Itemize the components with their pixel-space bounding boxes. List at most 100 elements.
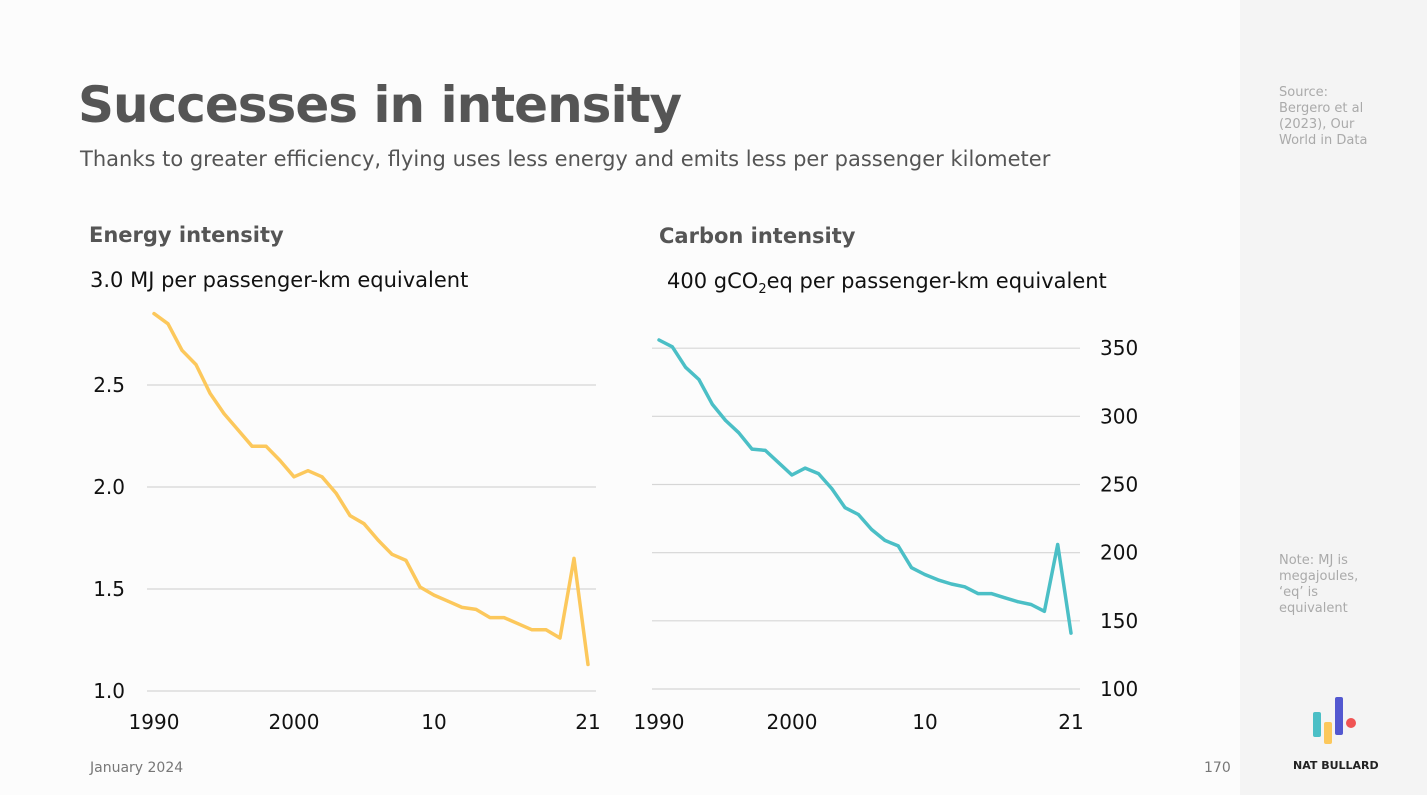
carbon-data-point [936,578,940,582]
energy-ytick-label: 1.5 [93,577,125,601]
carbon-data-point [830,487,834,491]
energy-data-point [488,616,492,620]
energy-data-point [180,348,184,352]
energy-xtick-label: 10 [421,710,446,734]
energy-ytick-label: 1.0 [93,679,125,703]
energy-unit-max: 3.0 [90,268,124,292]
carbon-data-point [763,448,767,452]
energy-data-point [460,605,464,609]
page-title: Successes in intensity [78,76,682,134]
carbon-data-point [1069,631,1073,635]
carbon-data-point [1056,542,1060,546]
carbon-data-point [670,345,674,349]
carbon-data-point [989,592,993,596]
energy-xtick-label: 21 [575,710,600,734]
carbon-unit-sub: 2 [758,282,767,298]
page-subtitle: Thanks to greater efficiency, flying use… [80,147,1051,171]
carbon-ytick-label: 250 [1100,473,1138,497]
footnote: Note: MJ is megajoules, ‘eq’ is equivale… [1279,553,1359,616]
carbon-data-point [896,544,900,548]
carbon-data-point [1003,596,1007,600]
carbon-data-point [883,538,887,542]
carbon-data-point [816,472,820,476]
energy-data-point [278,458,282,462]
energy-data-point [446,599,450,603]
carbon-xtick-label: 2000 [767,710,818,734]
carbon-ytick-label: 150 [1100,609,1138,633]
charts-canvas: 1.0 1.5 2.0 2.5 1990 2000 10 21 100 150 200 250 300 3… [93,311,1138,734]
energy-unit-text: MJ per passenger-km equivalent [130,268,469,292]
carbon-data-point [790,473,794,477]
source-note: Source: Bergero et al (2023), Our World … [1279,85,1368,148]
energy-data-point [404,558,408,562]
carbon-data-point [856,512,860,516]
sidebar-panel [1240,0,1427,795]
energy-data-point [152,312,156,316]
energy-data-point [586,662,590,666]
energy-data-point [166,322,170,326]
energy-data-point [390,552,394,556]
carbon-data-point [1042,609,1046,613]
energy-data-point [362,522,366,526]
energy-data-point [348,514,352,518]
carbon-data-point [949,582,953,586]
energy-data-point [544,628,548,632]
energy-data-point [222,412,226,416]
energy-data-point [418,585,422,589]
carbon-unit-label: 400 gCO2eq per passenger-km equivalent [667,269,1107,297]
energy-data-point [572,556,576,560]
carbon-data-point [723,418,727,422]
carbon-data-point [870,527,874,531]
carbon-xtick-label: 21 [1058,710,1083,734]
carbon-data-point [910,566,914,570]
energy-chart-title: Energy intensity [89,223,284,247]
energy-data-point [334,491,338,495]
carbon-ytick-label: 200 [1100,541,1138,565]
carbon-xtick-label: 1990 [634,710,685,734]
carbon-data-point [777,461,781,465]
energy-data-point [236,428,240,432]
energy-xtick-label: 2000 [269,710,320,734]
page-number: 170 [1204,760,1231,776]
energy-xtick-label: 1990 [129,710,180,734]
energy-ytick-label: 2.5 [93,373,125,397]
carbon-series-line [657,338,1073,635]
carbon-data-point [684,365,688,369]
carbon-unit-max: 400 [667,269,708,293]
energy-data-point [558,636,562,640]
energy-data-point [432,593,436,597]
energy-data-point [292,475,296,479]
energy-data-point [306,469,310,473]
carbon-ytick-label: 350 [1100,336,1138,360]
carbon-data-point [843,506,847,510]
carbon-unit-rest: eq per passenger-km equivalent [766,269,1107,293]
carbon-xtick-label: 10 [912,710,937,734]
energy-data-point [530,628,534,632]
carbon-ytick-label: 300 [1100,404,1138,428]
brand-logo-icon [1313,697,1356,744]
energy-data-point [376,538,380,542]
energy-data-point [208,391,212,395]
carbon-data-point [976,592,980,596]
energy-data-point [474,607,478,611]
brand-name: NAT BULLARD [1293,759,1379,772]
carbon-data-point [923,572,927,576]
energy-data-point [264,444,268,448]
energy-data-point [194,363,198,367]
carbon-unit-main: gCO [713,269,759,293]
carbon-data-point [710,402,714,406]
carbon-ytick-label: 100 [1100,677,1138,701]
carbon-chart-title: Carbon intensity [659,224,856,248]
energy-data-point [502,616,506,620]
carbon-data-point [737,431,741,435]
energy-data-point [320,475,324,479]
energy-unit-label: 3.0 MJ per passenger-km equivalent [90,268,468,292]
carbon-data-point [1016,600,1020,604]
energy-data-point [516,622,520,626]
carbon-data-point [803,466,807,470]
carbon-data-point [1029,602,1033,606]
energy-ytick-label: 2.0 [93,475,125,499]
carbon-data-point [657,338,661,342]
energy-data-point [250,444,254,448]
carbon-data-point [750,447,754,451]
